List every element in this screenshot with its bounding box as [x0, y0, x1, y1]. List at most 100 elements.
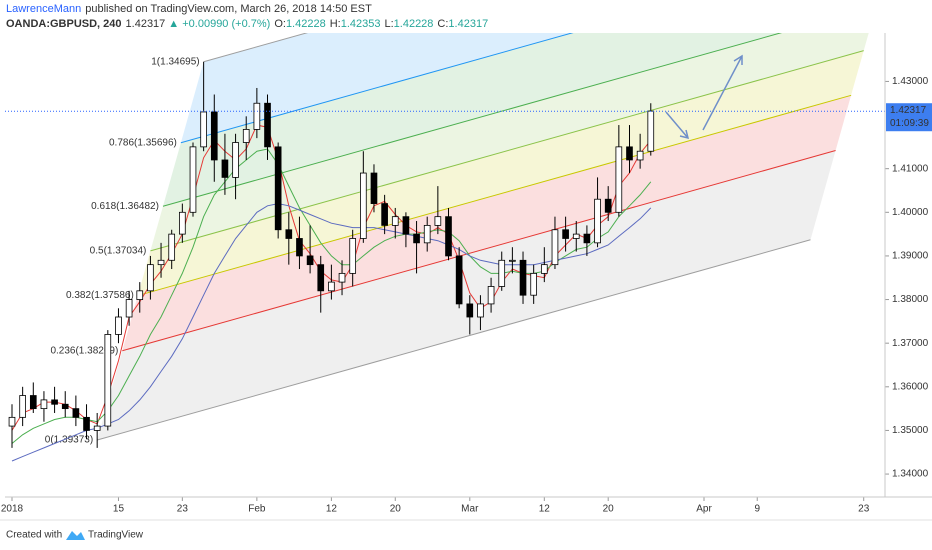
fib-label: 0(1.39373) — [45, 435, 93, 446]
candle-body — [72, 408, 80, 418]
candle-body — [296, 238, 303, 257]
forecast-arrow — [702, 55, 743, 131]
candle-body — [51, 399, 58, 405]
y-tick-label: 1.38000 — [892, 294, 929, 305]
plot-area: 0(1.39373) 0.236(1.38269) 0.382(1.37586) 0.… — [5, 33, 885, 462]
candle-body — [274, 146, 282, 231]
fib-label: 1(1.34695) — [151, 56, 199, 67]
y-tick-label: 1.40000 — [892, 207, 929, 218]
fib-label: 0.5(1.37034) — [90, 246, 147, 257]
candle-body — [264, 102, 271, 148]
overlay: 1.34000 1.35000 1.36000 1.37000 1.38000 1.390… — [1, 76, 932, 515]
candle-body — [647, 110, 655, 152]
candle-body — [232, 142, 239, 178]
y-tick-label: 1.36000 — [892, 381, 929, 392]
y-tick-label: 1.35000 — [892, 425, 929, 436]
c-label: C: — [437, 18, 448, 30]
x-tick-label: 23 — [177, 504, 189, 515]
candle-body — [242, 129, 250, 143]
candle-body — [306, 255, 314, 266]
candle-body — [636, 150, 644, 161]
published: published on TradingView.com, March 26, … — [85, 3, 372, 15]
candle-body — [455, 255, 463, 305]
candle-body — [136, 290, 144, 300]
candle-body — [509, 259, 516, 262]
candle-body — [413, 233, 420, 244]
candle-body — [445, 216, 452, 257]
tv-logo-icon — [66, 531, 85, 540]
x-tick-label: 15 — [113, 504, 125, 515]
x-tick-label: Feb — [248, 504, 266, 515]
forecast-arrow — [665, 111, 689, 139]
candle-body — [147, 264, 154, 292]
candle-body — [210, 111, 218, 161]
candle-body — [115, 316, 122, 335]
y-tick-label: 1.43000 — [892, 76, 929, 87]
x-tick-label: Apr — [696, 504, 712, 515]
forecast-arrow-head — [679, 129, 690, 140]
y-tick-label: 1.34000 — [892, 469, 929, 480]
candle-body — [498, 259, 506, 287]
symbol-line: OANDA:GBPUSD, 240 1.42317 ▲ +0.00990 (+0.7… — [6, 18, 488, 30]
countdown-label: 01:09:39 — [890, 118, 929, 129]
fib-label: 0.786(1.35696) — [109, 137, 177, 148]
o-value: 1.42228 — [286, 18, 326, 30]
x-tick-label: Mar — [461, 504, 479, 515]
candle-body — [328, 281, 335, 292]
x-tick-label: 12 — [539, 504, 551, 515]
candle-body — [317, 264, 325, 292]
fib-line — [180, 33, 574, 144]
candle-body — [8, 416, 16, 427]
x-tick-label: 20 — [603, 504, 615, 515]
x-tick-label: 9 — [754, 504, 760, 515]
candle-body — [594, 198, 601, 244]
candle-body — [200, 111, 207, 148]
forecast-arrow-head — [733, 54, 743, 65]
fib-line — [122, 150, 836, 352]
fib-line — [150, 50, 864, 252]
author[interactable]: LawrenceMann — [6, 3, 81, 15]
candle-body — [157, 259, 165, 266]
candle-body — [423, 224, 431, 244]
candle-body — [93, 425, 101, 431]
fib-label: 0.382(1.37586) — [66, 290, 134, 301]
candle-body — [615, 146, 623, 213]
candle-body — [370, 172, 378, 204]
fib-band — [137, 50, 864, 296]
candle-body — [604, 198, 612, 213]
o-label: O: — [274, 18, 286, 30]
x-tick-label: 20 — [390, 504, 402, 515]
candle-body — [583, 233, 591, 244]
candle-body — [104, 334, 112, 427]
candle-body — [530, 272, 537, 296]
fib-label: 0.618(1.36482) — [91, 201, 159, 212]
tv-brand[interactable]: TradingView — [88, 530, 144, 541]
candle-body — [540, 264, 548, 274]
y-tick-label: 1.41000 — [892, 163, 929, 174]
candle-body — [61, 403, 69, 410]
last-price-box — [886, 103, 932, 132]
candle-body — [168, 233, 176, 261]
publish-line: LawrenceMann published on TradingView.com… — [6, 3, 372, 15]
change: ▲ +0.00990 (+0.7%) — [168, 18, 270, 30]
fib-line — [97, 239, 811, 441]
candle-body — [562, 229, 569, 239]
x-tick-label: 23 — [858, 504, 870, 515]
y-tick-label: 1.37000 — [892, 338, 929, 349]
candle-body — [19, 395, 26, 418]
fib-band — [97, 150, 836, 440]
x-tick-label: 12 — [326, 504, 338, 515]
candle-body — [402, 216, 410, 235]
tv-logo[interactable]: TradingView — [66, 530, 144, 541]
y-tick-label: 1.39000 — [892, 251, 929, 262]
candle-body — [253, 102, 261, 130]
candle-body — [519, 259, 527, 296]
candle-body — [572, 233, 580, 239]
candle-body — [349, 238, 357, 274]
candle-body — [40, 399, 48, 410]
price: 1.42317 — [126, 18, 166, 30]
created-with: Created with — [6, 530, 62, 541]
candle-body — [360, 172, 367, 239]
